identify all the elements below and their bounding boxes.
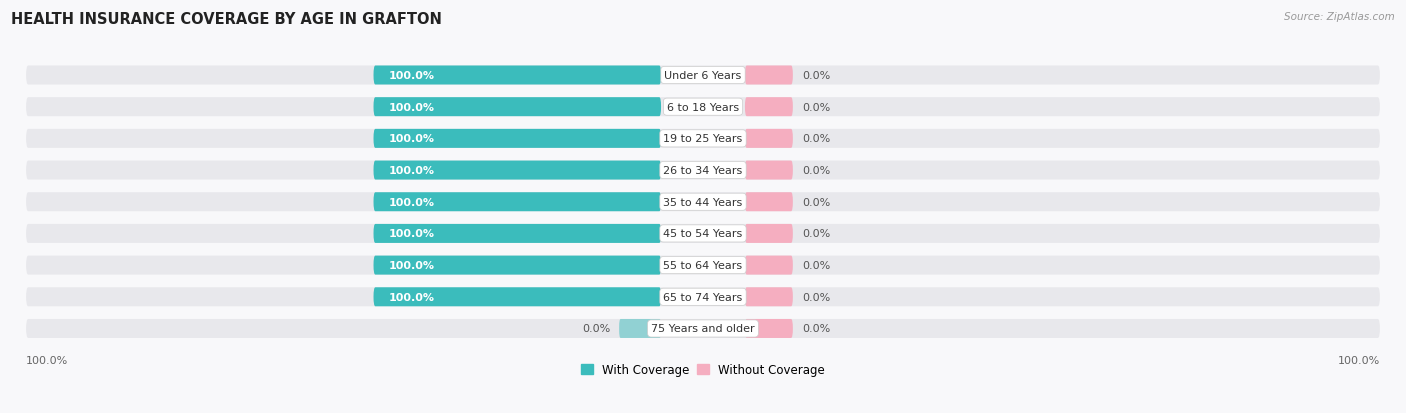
FancyBboxPatch shape — [745, 98, 793, 117]
FancyBboxPatch shape — [745, 256, 793, 275]
FancyBboxPatch shape — [745, 161, 793, 180]
Text: 0.0%: 0.0% — [801, 102, 830, 112]
Text: 0.0%: 0.0% — [801, 166, 830, 176]
FancyBboxPatch shape — [745, 224, 793, 243]
Text: 100.0%: 100.0% — [388, 197, 434, 207]
Text: 0.0%: 0.0% — [801, 292, 830, 302]
FancyBboxPatch shape — [27, 319, 1379, 338]
FancyBboxPatch shape — [745, 193, 793, 212]
Text: 100.0%: 100.0% — [388, 229, 434, 239]
FancyBboxPatch shape — [374, 224, 661, 243]
FancyBboxPatch shape — [27, 130, 1379, 149]
Text: 19 to 25 Years: 19 to 25 Years — [664, 134, 742, 144]
Text: 0.0%: 0.0% — [801, 261, 830, 271]
Text: 100.0%: 100.0% — [388, 292, 434, 302]
FancyBboxPatch shape — [374, 161, 661, 180]
FancyBboxPatch shape — [374, 98, 661, 117]
FancyBboxPatch shape — [27, 256, 1379, 275]
FancyBboxPatch shape — [27, 98, 1379, 117]
FancyBboxPatch shape — [374, 66, 661, 85]
Text: 0.0%: 0.0% — [801, 71, 830, 81]
Text: 6 to 18 Years: 6 to 18 Years — [666, 102, 740, 112]
Text: 0.0%: 0.0% — [801, 197, 830, 207]
Text: Source: ZipAtlas.com: Source: ZipAtlas.com — [1284, 12, 1395, 22]
Text: 100.0%: 100.0% — [388, 102, 434, 112]
Text: Under 6 Years: Under 6 Years — [665, 71, 741, 81]
FancyBboxPatch shape — [27, 66, 1379, 85]
Text: 35 to 44 Years: 35 to 44 Years — [664, 197, 742, 207]
Text: 55 to 64 Years: 55 to 64 Years — [664, 261, 742, 271]
FancyBboxPatch shape — [745, 287, 793, 306]
FancyBboxPatch shape — [374, 130, 661, 149]
Text: 100.0%: 100.0% — [388, 261, 434, 271]
FancyBboxPatch shape — [27, 193, 1379, 212]
Legend: With Coverage, Without Coverage: With Coverage, Without Coverage — [581, 363, 825, 376]
Text: 100.0%: 100.0% — [388, 134, 434, 144]
Text: 75 Years and older: 75 Years and older — [651, 324, 755, 334]
Text: 0.0%: 0.0% — [801, 134, 830, 144]
FancyBboxPatch shape — [374, 193, 661, 212]
Text: 26 to 34 Years: 26 to 34 Years — [664, 166, 742, 176]
FancyBboxPatch shape — [27, 161, 1379, 180]
FancyBboxPatch shape — [745, 130, 793, 149]
Text: 45 to 54 Years: 45 to 54 Years — [664, 229, 742, 239]
FancyBboxPatch shape — [27, 224, 1379, 243]
FancyBboxPatch shape — [619, 319, 661, 338]
Text: 0.0%: 0.0% — [582, 324, 610, 334]
Text: 65 to 74 Years: 65 to 74 Years — [664, 292, 742, 302]
FancyBboxPatch shape — [374, 256, 661, 275]
Text: 100.0%: 100.0% — [388, 71, 434, 81]
FancyBboxPatch shape — [27, 287, 1379, 306]
Text: 100.0%: 100.0% — [27, 356, 69, 366]
FancyBboxPatch shape — [745, 319, 793, 338]
FancyBboxPatch shape — [745, 66, 793, 85]
Text: 0.0%: 0.0% — [801, 229, 830, 239]
Text: 100.0%: 100.0% — [388, 166, 434, 176]
Text: HEALTH INSURANCE COVERAGE BY AGE IN GRAFTON: HEALTH INSURANCE COVERAGE BY AGE IN GRAF… — [11, 12, 441, 27]
FancyBboxPatch shape — [374, 287, 661, 306]
Text: 100.0%: 100.0% — [1337, 356, 1379, 366]
Text: 0.0%: 0.0% — [801, 324, 830, 334]
